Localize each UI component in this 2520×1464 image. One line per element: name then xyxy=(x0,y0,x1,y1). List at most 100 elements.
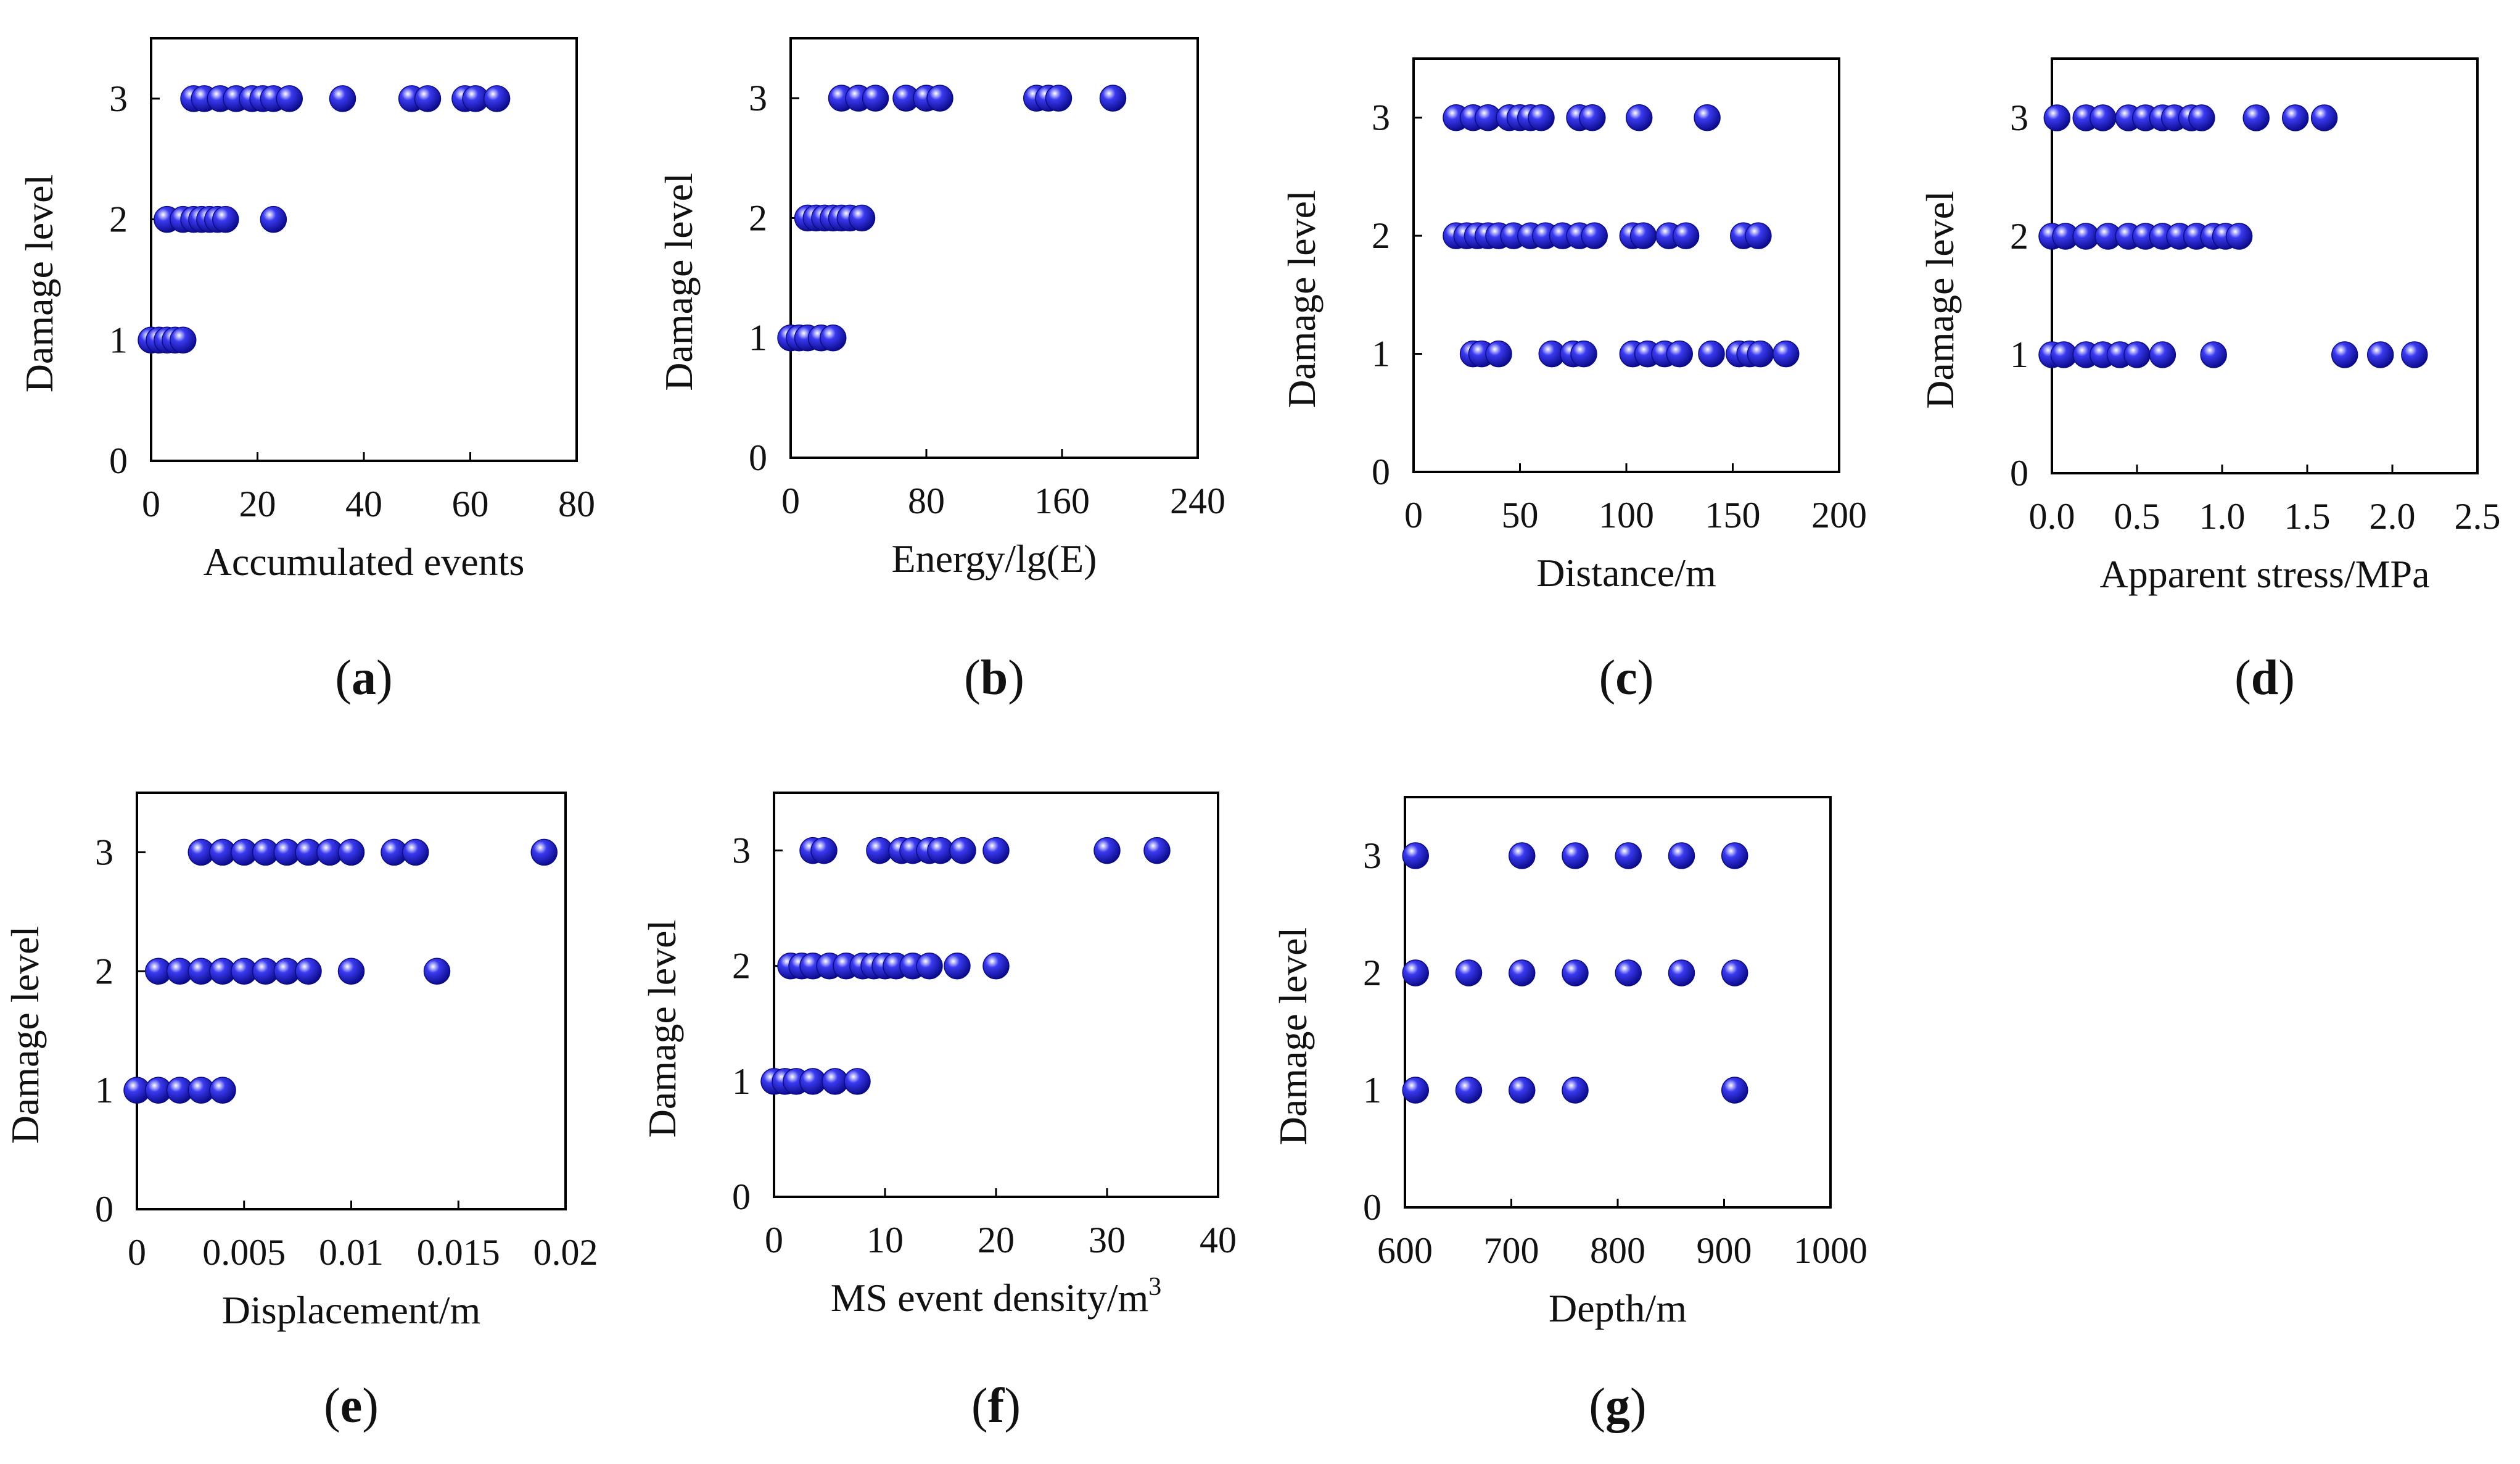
data-point xyxy=(1615,842,1642,869)
data-point xyxy=(1698,340,1725,368)
x-tick-label: 50 xyxy=(1502,495,1539,536)
data-point xyxy=(1773,340,1800,368)
data-point xyxy=(1721,959,1748,986)
data-point xyxy=(916,952,943,980)
x-tick-label: 100 xyxy=(1599,495,1654,536)
data-point xyxy=(212,205,239,233)
data-point xyxy=(329,85,356,112)
x-axis-title: Accumulated events xyxy=(204,540,525,584)
x-tick-label: 40 xyxy=(1200,1220,1237,1260)
x-axis-title: Energy/lg(E) xyxy=(892,537,1097,581)
panel-label: (c) xyxy=(1599,651,1654,705)
y-tick-label: 1 xyxy=(1363,1070,1381,1110)
y-tick-label: 0 xyxy=(109,440,128,481)
data-point xyxy=(926,85,953,112)
y-tick-label: 1 xyxy=(2010,334,2028,375)
data-point xyxy=(1721,842,1748,869)
data-point xyxy=(170,326,197,354)
y-tick-label: 3 xyxy=(1363,835,1381,876)
data-point xyxy=(2281,104,2309,131)
data-point xyxy=(530,838,558,866)
panel-label: (b) xyxy=(964,651,1024,705)
y-tick-label: 0 xyxy=(2010,453,2028,494)
x-tick-label: 0.01 xyxy=(319,1232,384,1273)
x-tick-label: 30 xyxy=(1089,1220,1126,1260)
data-point xyxy=(414,85,442,112)
x-axis-title: Distance/m xyxy=(1536,551,1716,595)
data-point xyxy=(1562,959,1589,986)
x-tick-label: 800 xyxy=(1590,1230,1645,1271)
y-tick-label: 2 xyxy=(749,197,767,238)
x-tick-label: 0 xyxy=(1404,495,1423,536)
data-point xyxy=(1579,104,1606,131)
data-point xyxy=(1509,1077,1536,1104)
data-point xyxy=(1099,85,1127,112)
y-tick-label: 1 xyxy=(95,1070,113,1110)
data-point xyxy=(1721,1077,1748,1104)
y-tick-label: 1 xyxy=(1372,334,1390,374)
data-point xyxy=(982,952,1010,980)
data-point xyxy=(1402,1077,1429,1104)
data-point xyxy=(260,205,287,233)
data-point xyxy=(1402,842,1429,869)
data-point xyxy=(1562,1077,1589,1104)
x-tick-label: 160 xyxy=(1034,481,1090,521)
data-point xyxy=(944,952,971,980)
x-tick-label: 1.5 xyxy=(2284,496,2331,537)
data-point xyxy=(337,957,365,985)
y-tick-label: 0 xyxy=(749,437,767,478)
data-point xyxy=(982,837,1010,864)
data-point xyxy=(1625,104,1653,131)
data-point xyxy=(1509,959,1536,986)
data-point xyxy=(1745,222,1772,249)
data-point xyxy=(1455,1077,1483,1104)
data-point xyxy=(1485,340,1512,368)
y-axis-title: Damage level xyxy=(3,926,47,1144)
data-point xyxy=(2043,104,2071,131)
panel-label: (f) xyxy=(971,1379,1021,1433)
x-tick-label: 0.0 xyxy=(2029,496,2075,537)
data-point xyxy=(1402,959,1429,986)
x-tick-label: 1000 xyxy=(1793,1230,1867,1271)
x-tick-label: 700 xyxy=(1484,1230,1539,1271)
data-point xyxy=(209,1077,236,1104)
data-point xyxy=(2225,223,2253,250)
data-point xyxy=(1694,104,1721,131)
x-tick-label: 60 xyxy=(452,484,489,524)
data-point xyxy=(2149,341,2176,368)
x-tick-label: 900 xyxy=(1697,1230,1752,1271)
y-tick-label: 2 xyxy=(95,951,113,991)
plot-frame xyxy=(789,37,1199,459)
plot-frame xyxy=(2051,57,2479,474)
y-tick-label: 2 xyxy=(732,946,751,986)
y-tick-label: 1 xyxy=(732,1061,751,1102)
x-tick-label: 240 xyxy=(1170,481,1225,521)
data-point xyxy=(1668,842,1695,869)
data-point xyxy=(2123,341,2151,368)
x-tick-label: 1.0 xyxy=(2199,496,2246,537)
x-axis-title-superscript: 3 xyxy=(1148,1273,1161,1301)
x-tick-label: 2.5 xyxy=(2455,496,2501,537)
panel-label: (d) xyxy=(2234,651,2295,705)
chart-panel-c: 0 1 2 3 0 50 100 150 200 Distance/m Damage level (c… xyxy=(1280,57,1867,705)
x-tick-label: 20 xyxy=(978,1220,1015,1260)
y-tick-label: 0 xyxy=(95,1189,113,1230)
chart-panel-g: 0 1 2 3 600 700 800 900 1000 Depth/m Damage level (… xyxy=(1271,796,1867,1433)
y-axis-title: Damage level xyxy=(1280,190,1324,408)
x-tick-label: 80 xyxy=(558,484,595,524)
y-tick-label: 0 xyxy=(732,1177,751,1217)
x-tick-label: 0.005 xyxy=(202,1232,286,1273)
chart-panel-d: 0 1 2 3 0.0 0.5 1.0 1.5 2.0 2.5 Apparent stress/MP… xyxy=(1918,57,2501,705)
y-tick-label: 1 xyxy=(749,318,767,358)
y-tick-label: 2 xyxy=(2010,216,2028,257)
x-tick-label: 40 xyxy=(345,484,382,524)
x-tick-label: 0 xyxy=(765,1220,783,1260)
y-axis-title: Damage level xyxy=(1271,927,1315,1146)
y-tick-label: 3 xyxy=(732,830,751,871)
data-point xyxy=(2188,104,2215,131)
data-point xyxy=(2331,341,2358,368)
x-tick-label: 150 xyxy=(1705,495,1761,536)
chart-panel-e: 0 1 2 3 0 0.005 0.01 0.015 0.02 Displacement/m Dam… xyxy=(3,792,598,1433)
data-point xyxy=(2242,104,2270,131)
